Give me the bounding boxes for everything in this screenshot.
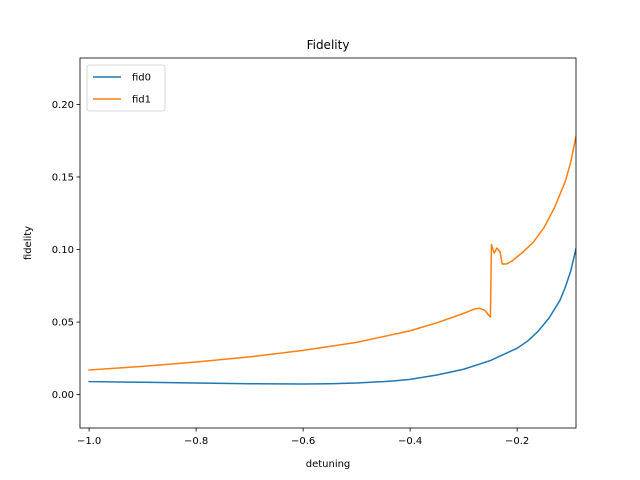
series-line-fid0 bbox=[88, 247, 576, 385]
y-tick-label: 0.20 bbox=[52, 100, 74, 111]
y-tick-label: 0.10 bbox=[52, 245, 74, 256]
x-tick-label: −0.2 bbox=[505, 436, 529, 447]
x-tick-label: −0.8 bbox=[184, 436, 208, 447]
legend-label-fid0: fid0 bbox=[132, 73, 151, 84]
x-tick-label: −0.6 bbox=[291, 436, 315, 447]
y-axis: 0.00 0.05 0.10 0.15 0.20 bbox=[52, 100, 80, 401]
legend-box bbox=[86, 64, 166, 112]
x-tick-label: −0.4 bbox=[398, 436, 422, 447]
chart-title: Fidelity bbox=[307, 38, 350, 52]
x-tick-label: −1.0 bbox=[77, 436, 101, 447]
y-tick-label: 0.05 bbox=[52, 318, 74, 329]
legend: fid0 fid1 bbox=[86, 64, 166, 112]
x-axis: −1.0 −0.8 −0.6 −0.4 −0.2 bbox=[77, 428, 529, 447]
axes-frame bbox=[79, 57, 577, 429]
plot-area bbox=[88, 135, 576, 385]
y-axis-label: fidelity bbox=[23, 226, 34, 260]
x-axis-label: detuning bbox=[306, 459, 351, 470]
y-tick-label: 0.00 bbox=[52, 390, 74, 401]
series-line-fid1 bbox=[88, 135, 576, 371]
legend-label-fid1: fid1 bbox=[132, 95, 151, 106]
y-tick-label: 0.15 bbox=[52, 172, 74, 183]
